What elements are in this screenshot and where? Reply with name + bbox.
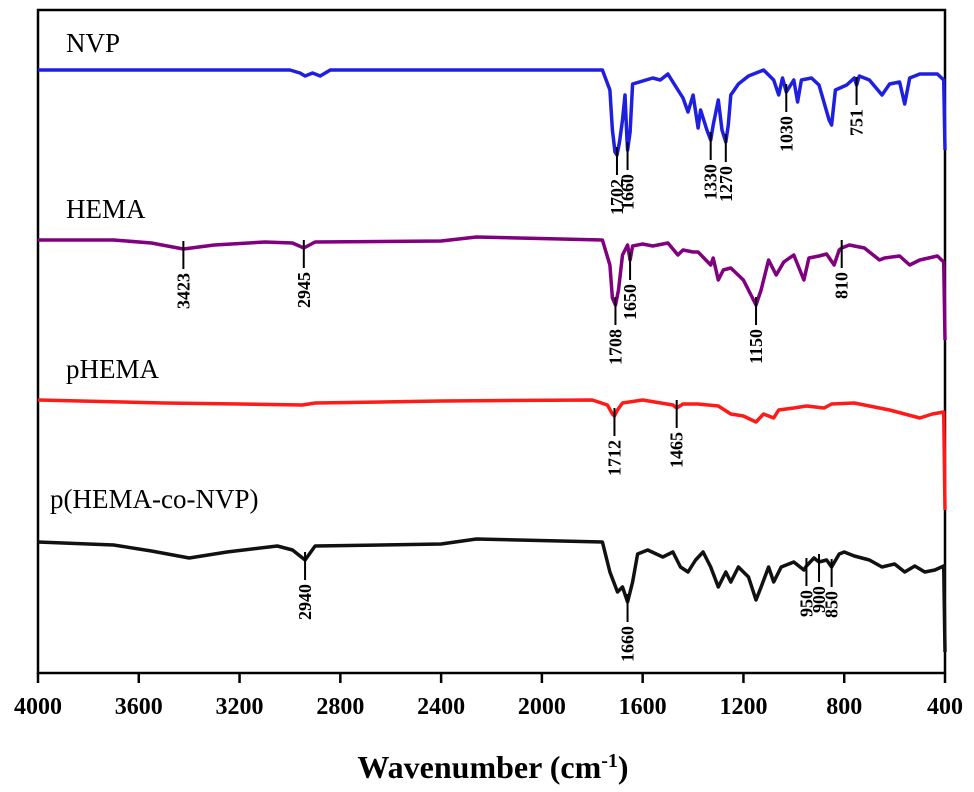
x-tick-label-1200: 1200 xyxy=(719,694,767,720)
peak-label-p(HEMA-co-NVP)-2940: 2940 xyxy=(295,584,315,620)
peak-label-pHEMA-1465: 1465 xyxy=(667,432,687,468)
plot-frame xyxy=(36,8,947,675)
series-label-NVP: NVP xyxy=(66,28,120,58)
x-tick-label-3200: 3200 xyxy=(216,694,264,720)
x-tick-label-800: 800 xyxy=(826,694,862,720)
peak-label-p(HEMA-co-NVP)-850: 850 xyxy=(822,591,842,618)
series-line-NVP xyxy=(38,68,947,157)
series-label-pHEMA: pHEMA xyxy=(66,354,159,384)
peak-label-NVP-1660: 1660 xyxy=(618,174,638,210)
x-axis-label-main: Wavenumber (cm xyxy=(357,749,601,785)
x-tick-label-4000: 4000 xyxy=(14,694,62,720)
peak-label-HEMA-1150: 1150 xyxy=(746,329,766,364)
peak-label-pHEMA-1712: 1712 xyxy=(604,440,624,476)
x-tick-label-1600: 1600 xyxy=(619,694,667,720)
peak-label-NVP-751: 751 xyxy=(847,109,867,136)
peak-label-NVP-1030: 1030 xyxy=(776,116,796,152)
x-axis-label-superscript: -1 xyxy=(601,750,618,772)
peak-label-HEMA-1650: 1650 xyxy=(620,284,640,320)
x-tick-label-400: 400 xyxy=(927,694,963,720)
series-line-pHEMA xyxy=(37,398,947,511)
peak-label-HEMA-2945: 2945 xyxy=(294,272,314,308)
x-axis-label: Wavenumber (cm-1) xyxy=(357,749,628,785)
peak-label-p(HEMA-co-NVP)-1660: 1660 xyxy=(618,626,638,662)
series-line-p(HEMA-co-NVP) xyxy=(37,537,947,653)
series-label-p(HEMA-co-NVP): p(HEMA-co-NVP) xyxy=(50,484,258,514)
series-layer xyxy=(37,68,947,653)
peak-label-NVP-1270: 1270 xyxy=(716,166,736,202)
peak-label-p(HEMA-co-NVP)-900: 900 xyxy=(809,586,829,613)
peak-label-NVP-1702: 1702 xyxy=(607,179,627,215)
peak-label-NVP-1330: 1330 xyxy=(701,164,721,200)
peak-label-HEMA-810: 810 xyxy=(832,272,852,299)
peak-label-HEMA-1708: 1708 xyxy=(605,329,625,365)
series-label-layer: NVP HEMA pHEMA p(HEMA-co-NVP) xyxy=(50,28,258,514)
peak-label-HEMA-3423: 3423 xyxy=(173,273,193,309)
x-tick-label-3600: 3600 xyxy=(115,694,163,720)
x-tick-label-2000: 2000 xyxy=(518,694,566,720)
x-tick-label-2800: 2800 xyxy=(316,694,364,720)
x-axis-label-close: ) xyxy=(618,749,629,785)
x-tick-label-2400: 2400 xyxy=(417,694,465,720)
x-axis: 4000 3600 3200 2800 2400 2000 1600 1200 800 400 xyxy=(14,673,963,720)
series-line-HEMA xyxy=(38,235,947,341)
peak-label-p(HEMA-co-NVP)-950: 950 xyxy=(796,590,816,617)
series-label-HEMA: HEMA xyxy=(66,194,146,224)
